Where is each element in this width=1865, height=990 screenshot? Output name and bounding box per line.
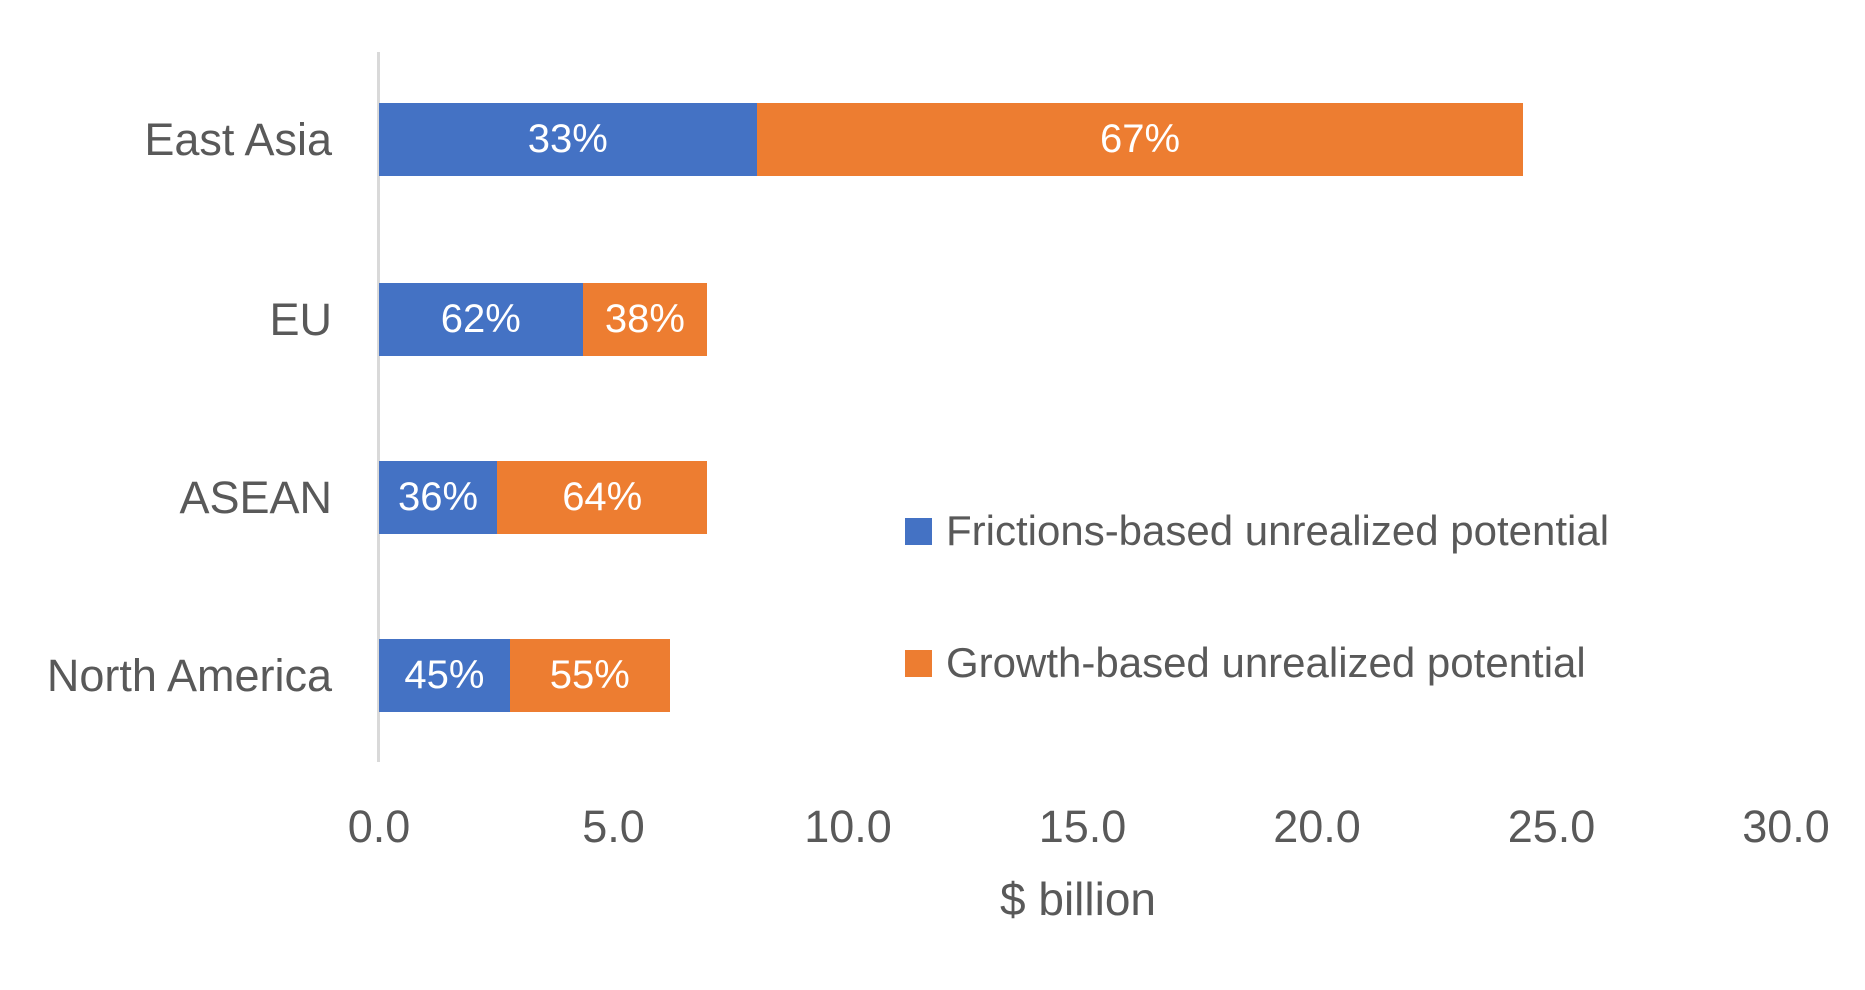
- bar-east-asia: 33% 67%: [379, 103, 1524, 176]
- bar-segment-growth: 67%: [756, 103, 1524, 176]
- legend-item-frictions: Frictions-based unrealized potential: [905, 504, 1609, 558]
- category-label-north-america: North America: [46, 649, 332, 701]
- x-axis-tick-label: 15.0: [1038, 801, 1127, 852]
- legend-marker-growth: [905, 649, 932, 677]
- percent-label: 62%: [440, 297, 521, 341]
- x-axis-tick-label: 0.0: [347, 801, 411, 852]
- x-axis-tick-label: 5.0: [582, 801, 645, 852]
- legend-item-growth: Growth-based unrealized potential: [905, 636, 1586, 690]
- category-label-eu: EU: [269, 293, 332, 345]
- percent-label: 45%: [404, 653, 485, 697]
- y-axis-line: [377, 52, 380, 762]
- percent-label: 64%: [562, 475, 643, 519]
- legend-label-growth: Growth-based unrealized potential: [946, 639, 1586, 686]
- bar-segment-growth: 64%: [497, 461, 708, 534]
- bar-segment-frictions: 33%: [379, 103, 757, 176]
- bar-segment-growth: 55%: [509, 639, 670, 712]
- bar-segment-frictions: 62%: [379, 283, 583, 356]
- x-axis-tick-label: 30.0: [1742, 801, 1830, 852]
- bar-segment-frictions: 36%: [379, 461, 498, 534]
- percent-label: 33%: [527, 117, 608, 161]
- percent-label: 36%: [398, 475, 479, 519]
- x-axis-title: $ billion: [1000, 873, 1156, 925]
- percent-label: 55%: [549, 653, 630, 697]
- category-label-asean: ASEAN: [179, 471, 332, 523]
- bar-north-america: 45% 55%: [379, 639, 670, 712]
- legend-label-frictions: Frictions-based unrealized potential: [946, 507, 1610, 554]
- x-axis-tick-label: 10.0: [804, 801, 892, 852]
- plot-area: 33% 67% 62% 38% 36% 64% 45%: [379, 0, 1786, 990]
- percent-label: 67%: [1099, 117, 1181, 161]
- x-axis-tick-label: 25.0: [1507, 801, 1596, 852]
- bar-asean: 36% 64%: [379, 461, 708, 534]
- legend-marker-frictions: [905, 517, 932, 545]
- bar-segment-growth: 38%: [582, 283, 708, 356]
- bar-segment-frictions: 45%: [379, 639, 510, 712]
- percent-label: 38%: [604, 297, 685, 341]
- category-label-east-asia: East Asia: [144, 113, 332, 165]
- bar-eu: 62% 38%: [379, 283, 708, 356]
- x-axis-tick-label: 20.0: [1273, 801, 1361, 852]
